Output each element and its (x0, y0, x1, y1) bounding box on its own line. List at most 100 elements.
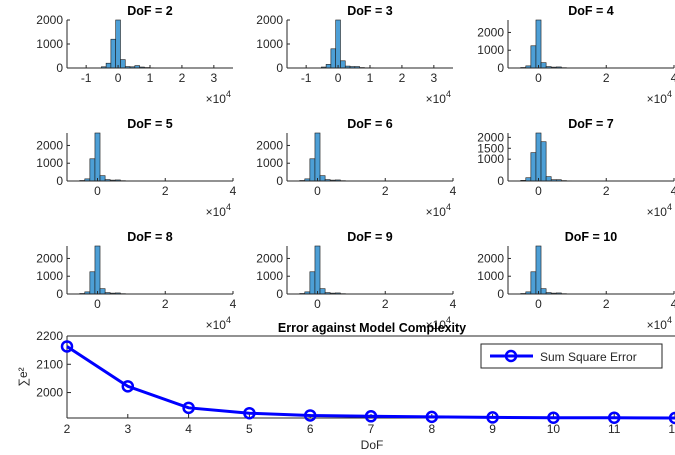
x-tick-label: 11 (608, 422, 621, 436)
y-tick-label: 0 (497, 61, 504, 75)
x-tick-label: 2 (162, 184, 169, 198)
histogram-panel-10: DoF = 10 0 1000 2000 0 2 4 ×104 (477, 230, 675, 332)
x-tick-label: 4 (230, 297, 237, 311)
x-tick-label: 2 (399, 71, 406, 85)
histogram-bar (540, 141, 547, 182)
y-tick-label: 2100 (36, 357, 63, 371)
legend-marker (504, 349, 518, 363)
y-tick-label: 1000 (256, 269, 283, 283)
histogram-bar (110, 38, 116, 69)
x-multiplier: ×104 (206, 89, 231, 106)
histogram-bar (530, 45, 537, 69)
x-tick-label: 0 (314, 297, 321, 311)
y-tick-label: 2000 (256, 138, 283, 152)
x-tick-label: 2 (162, 297, 169, 311)
histogram-title: DoF = 2 (127, 4, 173, 18)
sse-point (182, 401, 195, 415)
histogram-panel-4: DoF = 4 0 1000 2000 0 2 4 ×104 (477, 4, 675, 106)
y-tick-label: 1000 (256, 37, 283, 51)
histogram-bar (535, 132, 542, 182)
histogram-bar (94, 132, 101, 182)
x-tick-label: -1 (81, 71, 92, 85)
y-tick-label: 2000 (36, 13, 63, 27)
histogram-bar (540, 288, 547, 295)
x-tick-label: 4 (671, 71, 675, 85)
sse-point (607, 411, 621, 424)
sse-point (486, 411, 499, 424)
x-tick-label: 4 (671, 297, 675, 311)
x-tick-label: 8 (428, 422, 435, 436)
y-axis-label: ∑e² (16, 367, 30, 386)
y-tick-label: 0 (56, 174, 63, 188)
histogram-title: DoF = 7 (568, 117, 614, 131)
histogram-bar (340, 60, 346, 69)
x-tick-label: 9 (489, 422, 496, 436)
histogram-bar (314, 245, 321, 295)
histogram-title: DoF = 9 (347, 230, 393, 244)
x-tick-label: 0 (115, 71, 122, 85)
histogram-bar (535, 245, 542, 295)
histogram-panel-3: DoF = 3 0 1000 2000 -1 0 1 2 3 ×104 (256, 4, 453, 106)
x-tick-label: 4 (185, 422, 192, 436)
histogram-bar (105, 62, 112, 69)
histogram-bar (120, 59, 126, 69)
histogram-bar (545, 176, 552, 182)
x-tick-label: 0 (535, 184, 542, 198)
x-tick-label: 4 (450, 297, 457, 311)
sse-point (547, 411, 560, 424)
y-tick-label: 0 (56, 61, 63, 75)
x-tick-label: 4 (230, 184, 237, 198)
y-tick-label: 0 (497, 287, 504, 301)
y-tick-label: 1000 (36, 156, 63, 170)
y-tick-label: 0 (276, 61, 283, 75)
histogram-bar (530, 152, 537, 182)
y-tick-label: 0 (497, 174, 504, 188)
y-tick-label: 1000 (477, 43, 504, 57)
x-axis-label: DoF (361, 438, 384, 452)
x-tick-label: 0 (535, 71, 542, 85)
y-tick-label: 2200 (36, 329, 63, 343)
histogram-bar (99, 175, 106, 182)
x-tick-label: 0 (335, 71, 342, 85)
x-multiplier: ×104 (647, 89, 672, 106)
histogram-bar (540, 62, 547, 69)
histogram-panel-8: DoF = 8 0 1000 2000 0 2 4 ×104 (36, 230, 236, 332)
x-tick-label: 12 (668, 422, 675, 436)
x-tick-label: 6 (307, 422, 314, 436)
x-tick-label: 0 (94, 184, 101, 198)
x-tick-label: 3 (431, 71, 438, 85)
x-tick-label: 10 (547, 422, 561, 436)
histogram-title: DoF = 5 (127, 117, 173, 131)
histogram-title: DoF = 6 (347, 117, 393, 131)
x-tick-label: 3 (124, 422, 131, 436)
y-tick-label: 1000 (477, 269, 504, 283)
line-chart-title: Error against Model Complexity (278, 321, 466, 335)
x-multiplier: ×104 (647, 315, 672, 332)
y-tick-label: 2000 (256, 13, 283, 27)
histogram-bar (309, 158, 316, 182)
sse-point (425, 410, 439, 424)
x-tick-label: 3 (211, 71, 218, 85)
histogram-title: DoF = 10 (565, 230, 617, 244)
x-tick-label: 2 (179, 71, 186, 85)
histogram-panel-6: DoF = 6 0 1000 2000 0 2 4 ×104 (256, 117, 456, 219)
x-tick-label: 2 (382, 184, 389, 198)
histogram-panel-5: DoF = 5 0 1000 2000 0 2 4 ×104 (36, 117, 236, 219)
histogram-title: DoF = 3 (347, 4, 393, 18)
x-tick-label: 0 (94, 297, 101, 311)
sse-point (121, 380, 135, 393)
histogram-bar (330, 48, 336, 69)
sse-point (364, 410, 378, 423)
histogram-bar (535, 19, 542, 69)
x-tick-label: 2 (603, 184, 610, 198)
sse-point (303, 409, 317, 422)
x-multiplier: ×104 (206, 202, 231, 219)
histogram-bar (115, 19, 121, 69)
y-tick-label: 2000 (256, 251, 283, 265)
y-tick-label: 2000 (36, 251, 63, 265)
x-tick-label: 2 (603, 297, 610, 311)
x-multiplier: ×104 (647, 202, 672, 219)
histogram-bar (99, 288, 106, 295)
y-tick-label: 1000 (477, 152, 504, 166)
